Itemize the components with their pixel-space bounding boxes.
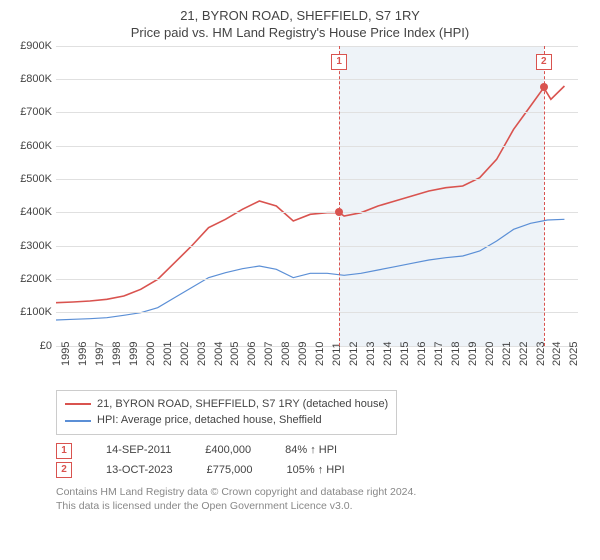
legend-label-hpi: HPI: Average price, detached house, Shef… [97,412,322,429]
disclaimer-line-2: This data is licensed under the Open Gov… [56,500,588,514]
grid-line [56,212,578,213]
sale-row-1: 1 14-SEP-2011 £400,000 84% ↑ HPI [56,441,588,461]
grid-line [56,179,578,180]
x-axis-label: 2009 [297,341,309,365]
x-axis-label: 2013 [365,341,377,365]
sale-date-1: 14-SEP-2011 [106,441,171,461]
x-axis-label: 2001 [162,341,174,365]
x-axis-label: 1998 [111,341,123,365]
x-axis-label: 2004 [213,341,225,365]
y-axis-label: £700K [20,106,52,118]
x-axis-label: 2014 [382,341,394,365]
grid-line [56,246,578,247]
sale-price-1: £400,000 [205,441,251,461]
legend: 21, BYRON ROAD, SHEFFIELD, S7 1RY (detac… [56,390,397,435]
sale-price-2: £775,000 [207,461,253,481]
sale-marker-2: 2 [56,462,72,478]
x-axis-label: 1996 [77,341,89,365]
legend-swatch-price [65,403,91,405]
x-axis-label: 2022 [518,341,530,365]
x-axis-label: 2008 [280,341,292,365]
x-axis-label: 2021 [501,341,513,365]
x-axis-label: 1999 [128,341,140,365]
y-axis-label: £200K [20,273,52,285]
sale-delta-2: 105% ↑ HPI [287,461,345,481]
x-axis-label: 1995 [60,341,72,365]
x-axis-label: 2018 [450,341,462,365]
sale-marker-1: 1 [56,443,72,459]
grid-line [56,46,578,47]
sale-marker-box: 1 [331,54,347,70]
x-axis-label: 2010 [314,341,326,365]
disclaimer: Contains HM Land Registry data © Crown c… [56,486,588,513]
y-axis-label: £100K [20,306,52,318]
chart-lines [56,46,578,346]
grid-line [56,146,578,147]
x-axis-label: 2012 [348,341,360,365]
y-axis-label: £800K [20,73,52,85]
sale-row-2: 2 13-OCT-2023 £775,000 105% ↑ HPI [56,461,588,481]
legend-label-price: 21, BYRON ROAD, SHEFFIELD, S7 1RY (detac… [97,396,388,413]
page-container: 21, BYRON ROAD, SHEFFIELD, S7 1RY Price … [0,0,600,560]
x-axis-label: 1997 [94,341,106,365]
y-axis-label: £300K [20,240,52,252]
grid-line [56,279,578,280]
x-axis-label: 2024 [551,341,563,365]
plot-region: £0£100K£200K£300K£400K£500K£600K£700K£80… [56,46,578,346]
page-title: 21, BYRON ROAD, SHEFFIELD, S7 1RY [12,8,588,25]
disclaimer-line-1: Contains HM Land Registry data © Crown c… [56,486,588,500]
x-axis-label: 2020 [484,341,496,365]
y-axis-label: £900K [20,40,52,52]
sale-point-dot [540,83,548,91]
sales-table: 1 14-SEP-2011 £400,000 84% ↑ HPI 2 13-OC… [56,441,588,481]
x-axis-label: 2025 [568,341,580,365]
sale-vline [339,46,340,346]
grid-line [56,79,578,80]
x-axis-label: 2002 [179,341,191,365]
grid-line [56,312,578,313]
x-axis-label: 2007 [263,341,275,365]
grid-line [56,112,578,113]
sale-date-2: 13-OCT-2023 [106,461,173,481]
y-axis-label: £500K [20,173,52,185]
legend-swatch-hpi [65,420,91,422]
x-axis-label: 2003 [196,341,208,365]
sale-marker-box: 2 [536,54,552,70]
x-axis-label: 2005 [229,341,241,365]
sale-point-dot [335,208,343,216]
x-axis-label: 2006 [246,341,258,365]
x-axis-label: 2019 [467,341,479,365]
x-axis-label: 2011 [331,342,343,366]
y-axis-label: £400K [20,206,52,218]
chart-area: £0£100K£200K£300K£400K£500K£600K£700K£80… [56,46,578,346]
series-price_paid [56,86,564,303]
legend-row-hpi: HPI: Average price, detached house, Shef… [65,412,388,429]
x-axis-label: 2017 [433,341,445,365]
x-axis-label: 2016 [416,341,428,365]
x-axis-label: 2000 [145,341,157,365]
x-axis-label: 2015 [399,341,411,365]
y-axis-label: £0 [40,340,52,352]
y-axis-label: £600K [20,140,52,152]
legend-row-price: 21, BYRON ROAD, SHEFFIELD, S7 1RY (detac… [65,396,388,413]
series-hpi [56,219,564,320]
page-subtitle: Price paid vs. HM Land Registry's House … [12,25,588,42]
sale-delta-1: 84% ↑ HPI [285,441,337,461]
